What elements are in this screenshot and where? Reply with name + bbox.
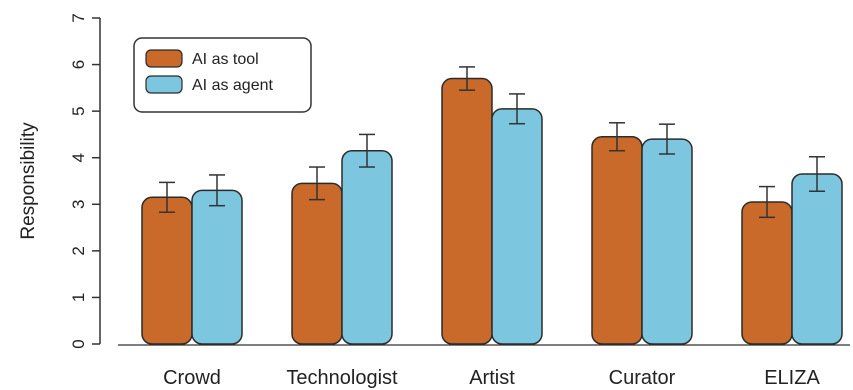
bar <box>591 136 643 345</box>
legend-box <box>133 37 312 113</box>
x-tick-label: Artist <box>469 367 515 389</box>
bars <box>141 77 843 345</box>
legend-label: AI as tool <box>192 51 259 68</box>
x-tick-label: Crowd <box>163 367 221 389</box>
bar <box>191 189 243 345</box>
x-tick-label: Curator <box>609 367 676 389</box>
y-tick-label: 4 <box>69 153 88 162</box>
legend-swatch <box>145 49 183 68</box>
x-tick-label: Technologist <box>286 367 398 389</box>
error-bars <box>159 66 825 219</box>
y-tick-label: 3 <box>69 200 88 209</box>
legend-label: AI as agent <box>192 77 274 94</box>
x-axis: Crowd Technologist Artist Curator ELIZA <box>118 344 850 389</box>
bar <box>141 196 193 345</box>
y-tick-label: 0 <box>69 339 88 348</box>
bar <box>741 201 793 345</box>
bar <box>641 138 693 345</box>
y-axis: 0 1 2 3 4 5 6 7 <box>69 13 101 349</box>
y-axis-title: Responsibility <box>18 122 39 240</box>
bar <box>341 149 393 345</box>
y-tick-label: 5 <box>69 106 88 115</box>
y-tick-label: 1 <box>69 293 88 302</box>
y-tick-label: 6 <box>69 60 88 69</box>
bar <box>491 108 543 345</box>
bar <box>441 77 493 345</box>
y-tick-label: 7 <box>69 13 88 22</box>
y-tick-label: 2 <box>69 246 88 255</box>
bar <box>791 173 843 345</box>
x-tick-label: ELIZA <box>764 367 820 389</box>
bar <box>291 182 343 345</box>
legend-swatch <box>145 75 183 94</box>
legend: AI as tool AI as agent <box>133 37 312 113</box>
